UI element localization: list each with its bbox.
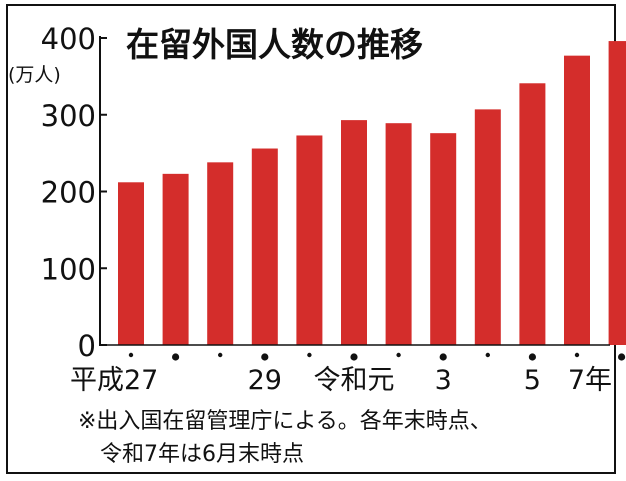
x-tick-dot xyxy=(128,352,134,358)
bar xyxy=(118,182,144,345)
x-tick-label: 29 xyxy=(248,365,282,396)
x-tick-dot xyxy=(574,352,580,358)
bar xyxy=(430,133,457,345)
bar xyxy=(162,173,189,345)
x-tick-label: 7年 xyxy=(568,365,612,396)
bar xyxy=(564,55,590,346)
y-tick-label: 400 xyxy=(41,22,96,56)
bar xyxy=(385,123,412,345)
x-tick-dot xyxy=(485,352,490,358)
x-tick-dot xyxy=(307,352,312,358)
y-unit-label: (万人) xyxy=(8,64,61,86)
bars xyxy=(100,41,626,361)
source-note-line-1: ※出入国在留管理庁による。各年末時点、 xyxy=(78,409,492,434)
x-tick-label: 令和元 xyxy=(314,365,395,396)
y-axis: 0 100 200 300 400 xyxy=(41,22,107,363)
x-tick-dot xyxy=(618,353,626,361)
x-tick-dot xyxy=(528,353,537,361)
bar xyxy=(519,83,546,345)
bar xyxy=(207,162,234,345)
bar xyxy=(474,109,501,345)
y-tick-label: 200 xyxy=(41,176,96,210)
bar xyxy=(608,41,626,345)
x-tick-label: 3 xyxy=(435,365,452,396)
x-tick-dot xyxy=(261,353,269,361)
bar xyxy=(341,120,367,345)
bar xyxy=(296,135,323,345)
source-note-line-2: 令和7年は6月末時点 xyxy=(100,442,304,467)
x-tick-dot xyxy=(439,353,447,361)
x-tick-dot xyxy=(172,353,180,361)
chart-title: 在留外国人数の推移 xyxy=(126,25,423,64)
x-tick-label: 5 xyxy=(524,365,541,396)
x-tick-dot xyxy=(350,353,358,361)
x-tick-dot xyxy=(396,352,401,358)
y-tick-label: 100 xyxy=(41,252,96,286)
bar xyxy=(251,148,278,345)
y-tick-label: 300 xyxy=(41,99,96,133)
x-tick-label: 平成27 xyxy=(70,365,158,396)
y-tick-label: 0 xyxy=(78,329,96,363)
x-axis-labels: 平成27 29 令和元 3 5 7年 xyxy=(70,365,612,396)
x-tick-dot xyxy=(218,352,223,358)
